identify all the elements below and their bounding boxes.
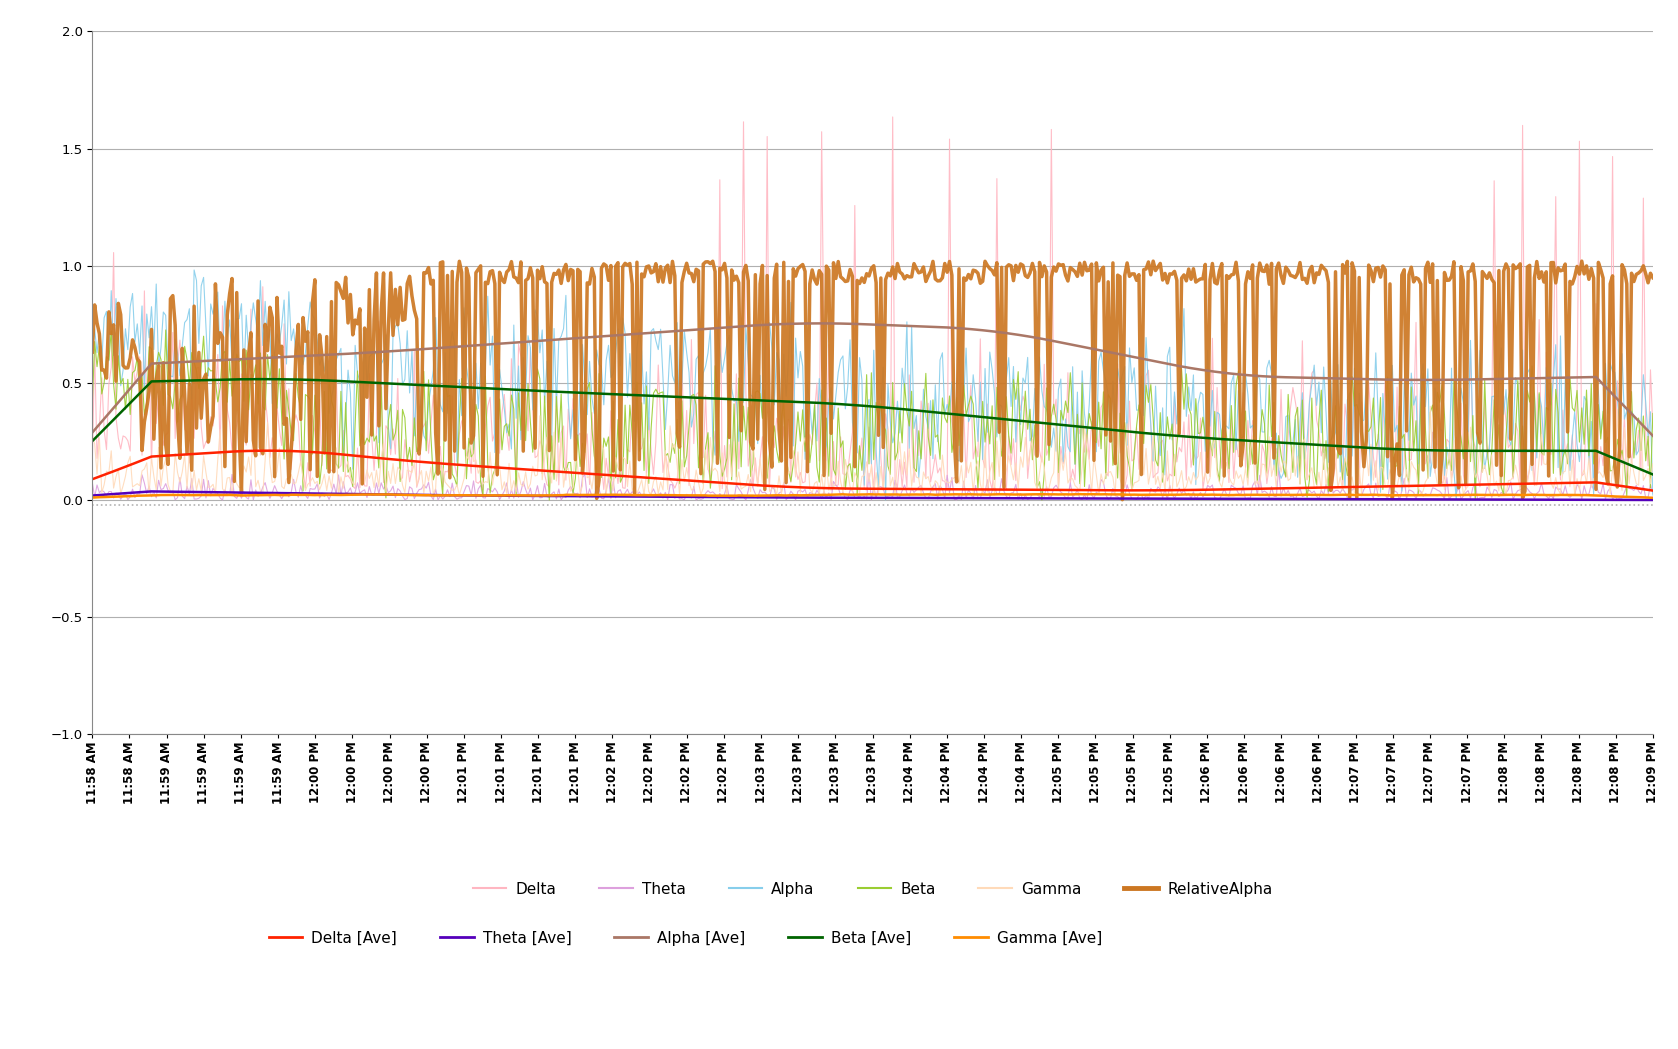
Legend: Delta [Ave], Theta [Ave], Alpha [Ave], Beta [Ave], Gamma [Ave]: Delta [Ave], Theta [Ave], Alpha [Ave], B…: [262, 924, 1107, 951]
